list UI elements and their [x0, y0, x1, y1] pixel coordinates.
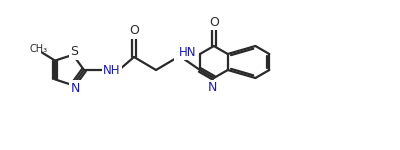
Text: NH: NH	[103, 63, 121, 76]
Text: N: N	[70, 82, 80, 95]
Text: CH₃: CH₃	[30, 44, 48, 54]
Text: N: N	[208, 81, 218, 94]
Text: S: S	[70, 45, 78, 58]
Text: O: O	[209, 15, 219, 28]
Text: O: O	[129, 24, 139, 38]
Text: S: S	[175, 50, 183, 63]
Text: HN: HN	[178, 45, 196, 58]
